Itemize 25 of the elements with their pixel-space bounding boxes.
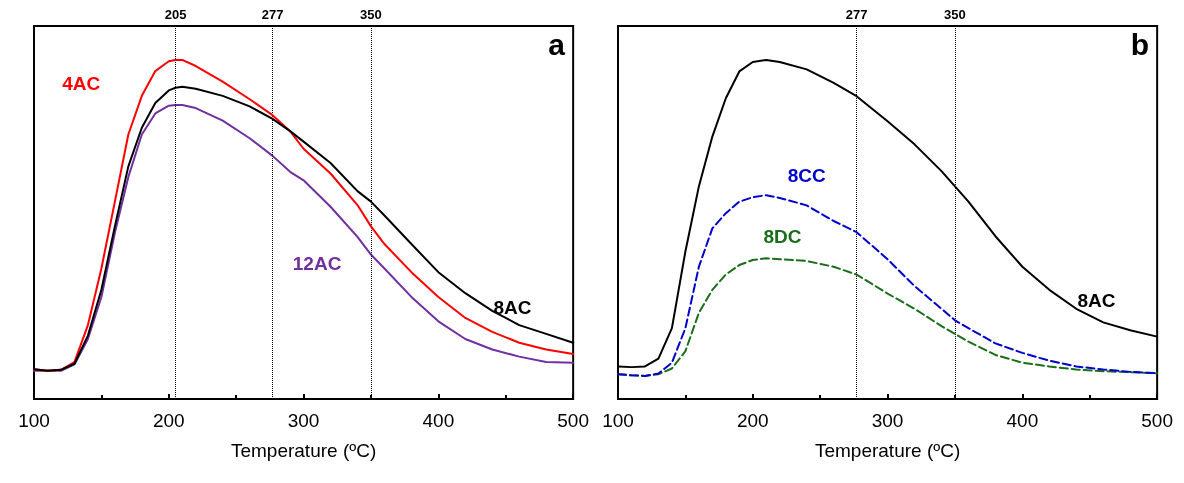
ref-line-label: 277 <box>261 7 284 22</box>
ref-line-label: 350 <box>360 7 382 22</box>
x-tick-label: 500 <box>557 410 589 431</box>
ref-line-label: 277 <box>845 7 868 22</box>
ref-line-label: 350 <box>944 7 966 22</box>
x-axis-title: Temperature (ºC) <box>230 440 377 461</box>
series-label: 12AC <box>292 252 342 274</box>
x-tick-label: 400 <box>422 410 455 431</box>
x-tick-label: 200 <box>152 410 185 431</box>
x-tick-label: 100 <box>602 410 634 431</box>
series-label: 8CC <box>787 164 826 186</box>
x-tick-label: 300 <box>871 410 904 431</box>
ref-line-label: 205 <box>164 7 187 22</box>
x-tick-label: 400 <box>1006 410 1039 431</box>
series-label: 8AC <box>1077 290 1116 312</box>
x-axis-title: Temperature (ºC) <box>814 440 961 461</box>
series-label: 8DC <box>763 225 802 247</box>
x-tick-label: 500 <box>1141 410 1173 431</box>
text: 4AC <box>62 73 101 95</box>
x-tick-label: 200 <box>736 410 769 431</box>
x-tick-label: 100 <box>18 410 50 431</box>
chart-title: b <box>1130 27 1149 61</box>
x-tick-label: 300 <box>287 410 320 431</box>
chart-title: a <box>548 27 566 61</box>
series-label: 8AC <box>493 296 532 318</box>
